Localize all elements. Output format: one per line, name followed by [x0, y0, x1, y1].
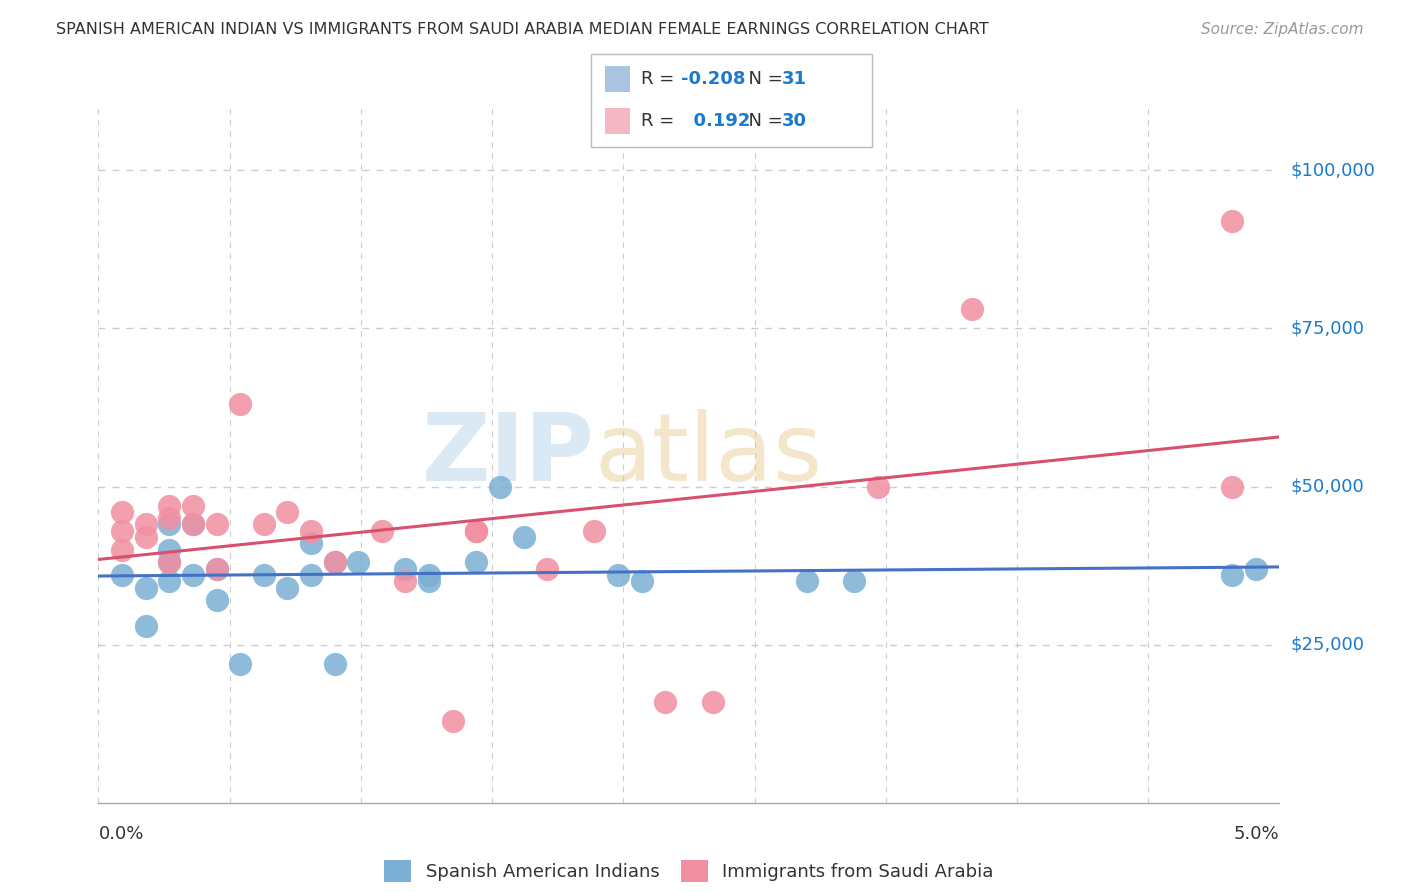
Point [1220, 214, 1243, 228]
Point [394, 562, 416, 576]
Point [418, 568, 440, 582]
Point [418, 574, 440, 589]
Point [962, 302, 984, 317]
Point [583, 524, 606, 538]
Point [394, 574, 416, 589]
Point [157, 499, 180, 513]
Text: $25,000: $25,000 [1291, 636, 1365, 654]
Point [796, 574, 818, 589]
Text: 31: 31 [782, 70, 807, 88]
Point [441, 714, 464, 728]
Point [111, 505, 134, 519]
Text: N =: N = [737, 112, 789, 130]
Text: SPANISH AMERICAN INDIAN VS IMMIGRANTS FROM SAUDI ARABIA MEDIAN FEMALE EARNINGS C: SPANISH AMERICAN INDIAN VS IMMIGRANTS FR… [56, 22, 988, 37]
Point [205, 562, 228, 576]
Point [630, 574, 652, 589]
Point [111, 524, 134, 538]
Text: R =: R = [641, 70, 681, 88]
Point [844, 574, 866, 589]
Point [205, 593, 228, 607]
Point [181, 517, 204, 532]
Point [157, 511, 180, 525]
Point [465, 524, 488, 538]
Point [1244, 562, 1267, 576]
Point [276, 581, 298, 595]
Text: Source: ZipAtlas.com: Source: ZipAtlas.com [1201, 22, 1364, 37]
Point [111, 568, 134, 582]
Point [347, 556, 370, 570]
Point [229, 397, 252, 411]
Point [229, 657, 252, 671]
Point [157, 556, 180, 570]
Point [654, 695, 676, 709]
Point [253, 517, 276, 532]
Point [323, 556, 346, 570]
Text: 30: 30 [782, 112, 807, 130]
Point [157, 574, 180, 589]
Text: 0.192: 0.192 [681, 112, 749, 130]
Legend: Spanish American Indians, Immigrants from Saudi Arabia: Spanish American Indians, Immigrants fro… [375, 851, 1002, 891]
Point [489, 479, 512, 493]
Point [299, 568, 322, 582]
Point [536, 562, 558, 576]
Point [205, 562, 228, 576]
Point [323, 657, 346, 671]
Point [253, 568, 276, 582]
Point [465, 556, 488, 570]
Point [157, 542, 180, 557]
Text: atlas: atlas [595, 409, 823, 501]
Point [866, 479, 889, 493]
Point [465, 524, 488, 538]
Point [607, 568, 630, 582]
Point [135, 517, 157, 532]
Text: $75,000: $75,000 [1291, 319, 1365, 337]
Point [276, 505, 298, 519]
Point [702, 695, 724, 709]
Point [181, 517, 204, 532]
Text: 5.0%: 5.0% [1234, 825, 1279, 843]
Point [111, 542, 134, 557]
Text: N =: N = [737, 70, 789, 88]
Text: ZIP: ZIP [422, 409, 595, 501]
Text: R =: R = [641, 112, 681, 130]
Point [299, 536, 322, 550]
Point [323, 556, 346, 570]
Point [299, 524, 322, 538]
Text: $50,000: $50,000 [1291, 477, 1364, 496]
Point [135, 530, 157, 544]
Point [371, 524, 394, 538]
Text: $100,000: $100,000 [1291, 161, 1375, 179]
Point [181, 568, 204, 582]
Point [512, 530, 534, 544]
Point [157, 556, 180, 570]
Text: -0.208: -0.208 [681, 70, 745, 88]
Point [1220, 568, 1243, 582]
Point [181, 499, 204, 513]
Text: 0.0%: 0.0% [98, 825, 143, 843]
Point [205, 517, 228, 532]
Point [1220, 479, 1243, 493]
Point [135, 581, 157, 595]
Point [157, 517, 180, 532]
Point [135, 618, 157, 632]
